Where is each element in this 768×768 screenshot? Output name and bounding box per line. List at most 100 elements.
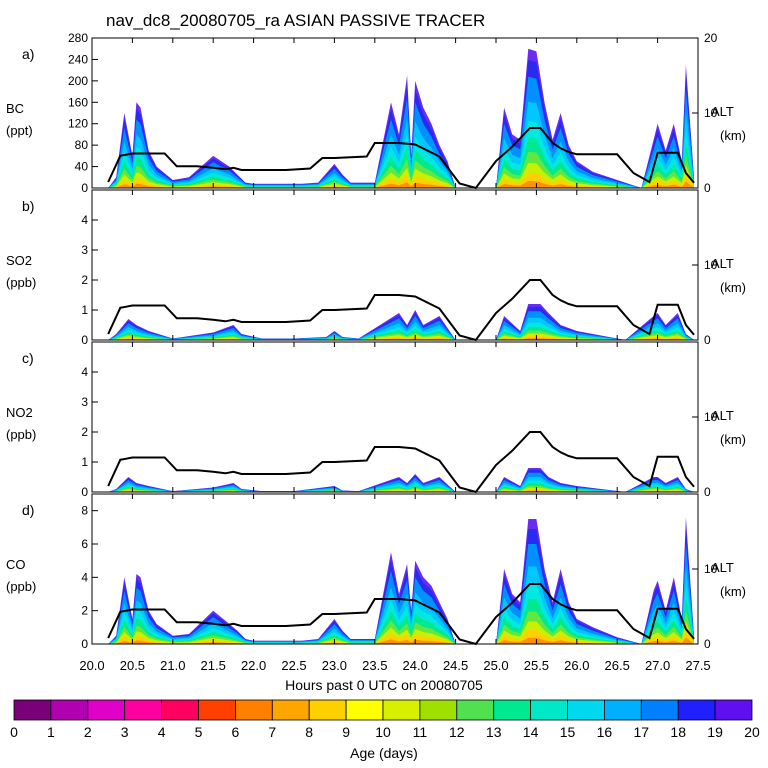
y-tick-label: 0 bbox=[81, 485, 88, 499]
species-units: (ppb) bbox=[6, 275, 36, 290]
colorbar-swatch bbox=[234, 699, 273, 721]
colorbar-tick-label: 20 bbox=[744, 724, 760, 740]
y-tick-label: 200 bbox=[68, 74, 88, 88]
alt-tick-label: 0 bbox=[704, 181, 711, 195]
y-tick-label: 40 bbox=[75, 160, 89, 174]
colorbar-tick-label: 13 bbox=[486, 724, 502, 740]
species-label: CO bbox=[6, 557, 26, 572]
colorbar-swatch bbox=[382, 699, 421, 721]
x-tick-label: 25.0 bbox=[483, 658, 508, 673]
colorbar-swatch bbox=[87, 699, 126, 721]
x-tick-label: 20.5 bbox=[120, 658, 145, 673]
colorbar: 0 1 2 3 4 5 6 7 8 9 10 11 12 13 14 15 16 17 18 19 20 bbox=[10, 699, 760, 740]
y-tick-label: 0 bbox=[81, 181, 88, 195]
colorbar-tick-label: 7 bbox=[268, 724, 276, 740]
x-tick-label: 26.0 bbox=[564, 658, 589, 673]
panel-letter: b) bbox=[22, 198, 34, 214]
y-tick-label: 0 bbox=[81, 333, 88, 347]
colorbar-swatch bbox=[419, 699, 458, 721]
panel-letter: d) bbox=[22, 502, 34, 518]
x-tick-label: 25.5 bbox=[524, 658, 549, 673]
species-units: (ppt) bbox=[6, 123, 33, 138]
colorbar-swatch bbox=[640, 699, 679, 721]
alt-tick-label: 0 bbox=[704, 333, 711, 347]
colorbar-tick-label: 15 bbox=[560, 724, 576, 740]
x-tick-label: 21.5 bbox=[201, 658, 226, 673]
colorbar-swatch bbox=[493, 699, 532, 721]
alt-axis-units: (km) bbox=[720, 432, 746, 447]
y-tick-label: 80 bbox=[75, 138, 89, 152]
colorbar-swatch bbox=[567, 699, 605, 721]
alt-axis-label: ALT bbox=[711, 560, 734, 575]
colorbar-swatch bbox=[714, 699, 753, 721]
panel-letter: a) bbox=[22, 46, 34, 62]
colorbar-tick-label: 12 bbox=[449, 724, 465, 740]
species-label: BC bbox=[6, 101, 24, 116]
y-tick-label: 6 bbox=[81, 537, 88, 551]
alt-tick-label: 10 bbox=[704, 106, 718, 120]
y-tick-label: 8 bbox=[81, 504, 88, 518]
x-tick-label: 22.5 bbox=[281, 658, 306, 673]
colorbar-tick-label: 5 bbox=[195, 724, 203, 740]
colorbar-tick-label: 18 bbox=[670, 724, 686, 740]
panel-letter: c) bbox=[22, 350, 34, 366]
x-tick-label: 22.0 bbox=[241, 658, 266, 673]
alt-tick-label: 10 bbox=[704, 258, 718, 272]
colorbar-swatch bbox=[198, 699, 236, 721]
alt-tick-label: 0 bbox=[704, 485, 711, 499]
y-tick-label: 1 bbox=[81, 303, 88, 317]
colorbar-tick-label: 19 bbox=[707, 724, 723, 740]
y-tick-label: 160 bbox=[68, 95, 88, 109]
x-tick-label: 21.0 bbox=[160, 658, 185, 673]
y-tick-label: 2 bbox=[81, 425, 88, 439]
y-tick-label: 2 bbox=[81, 273, 88, 287]
y-tick-label: 4 bbox=[81, 213, 88, 227]
alt-axis-units: (km) bbox=[720, 584, 746, 599]
colorbar-swatch bbox=[604, 699, 642, 721]
y-tick-label: 1 bbox=[81, 455, 88, 469]
altitude-line bbox=[107, 279, 695, 342]
colorbar-tick-label: 3 bbox=[121, 724, 129, 740]
species-label: SO2 bbox=[6, 253, 32, 268]
x-tick-label: 27.5 bbox=[685, 658, 710, 673]
colorbar-swatch bbox=[50, 699, 89, 721]
x-tick-label: 24.0 bbox=[403, 658, 428, 673]
y-tick-label: 4 bbox=[81, 365, 88, 379]
colorbar-tick-label: 9 bbox=[342, 724, 350, 740]
x-axis-label: Hours past 0 UTC on 20080705 bbox=[285, 677, 483, 693]
colorbar-tick-label: 1 bbox=[47, 724, 55, 740]
species-units: (ppb) bbox=[6, 579, 36, 594]
alt-axis-label: ALT bbox=[711, 104, 734, 119]
colorbar-tick-label: 0 bbox=[10, 724, 18, 740]
altitude-line bbox=[107, 431, 695, 494]
y-tick-label: 3 bbox=[81, 395, 88, 409]
species-units: (ppb) bbox=[6, 427, 36, 442]
colorbar-swatch bbox=[677, 699, 716, 721]
colorbar-swatch bbox=[308, 699, 347, 721]
x-tick-label: 20.0 bbox=[79, 658, 104, 673]
colorbar-tick-label: 2 bbox=[84, 724, 92, 740]
alt-axis-label: ALT bbox=[711, 408, 734, 423]
tracer-layer-10 bbox=[108, 181, 694, 188]
altitude-line bbox=[107, 583, 695, 646]
colorbar-swatch bbox=[530, 699, 568, 721]
colorbar-swatch bbox=[456, 699, 495, 721]
alt-tick-label: 0 bbox=[704, 637, 711, 651]
alt-tick-label: 10 bbox=[704, 562, 718, 576]
y-tick-label: 0 bbox=[81, 637, 88, 651]
y-tick-label: 2 bbox=[81, 604, 88, 618]
alt-axis-units: (km) bbox=[720, 128, 746, 143]
species-label: NO2 bbox=[6, 405, 33, 420]
tracer-layer-10 bbox=[108, 637, 694, 644]
colorbar-swatch bbox=[13, 699, 52, 721]
colorbar-tick-label: 4 bbox=[158, 724, 166, 740]
x-tick-label: 26.5 bbox=[605, 658, 630, 673]
x-tick-label: 23.5 bbox=[362, 658, 387, 673]
colorbar-tick-label: 10 bbox=[375, 724, 391, 740]
altitude-line bbox=[107, 127, 695, 190]
chart-title: nav_dc8_20080705_ra ASIAN PASSIVE TRACER bbox=[106, 11, 485, 30]
